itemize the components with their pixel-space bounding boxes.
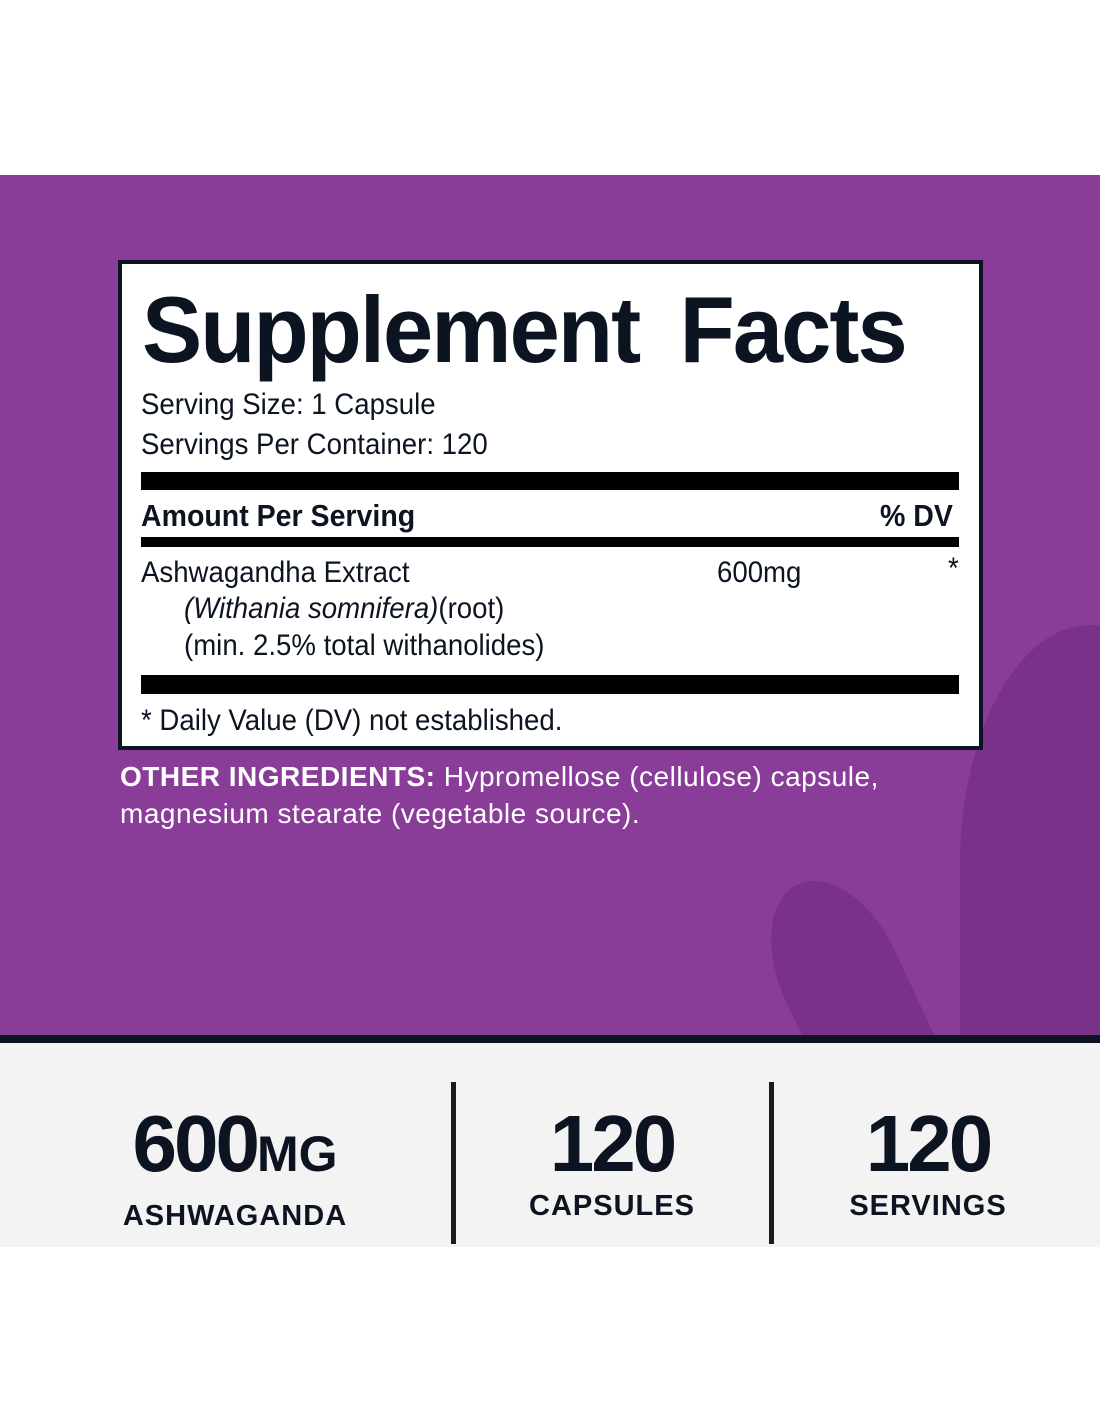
other-ingredients-text: Hypromellose (cellulose) capsule, magnes… (120, 761, 879, 829)
supplement-facts-panel: Supplement Facts Serving Size: 1 Capsule… (118, 260, 983, 750)
footnote: * Daily Value (DV) not established. (141, 704, 563, 737)
servings-per-container: Servings Per Container: 120 (141, 428, 488, 461)
stat-divider (769, 1082, 774, 1244)
other-ingredients-label: OTHER INGREDIENTS: (120, 761, 436, 792)
stat-label: CAPSULES (529, 1190, 695, 1222)
facts-title: Supplement Facts (142, 277, 908, 382)
ingredient-latin: (Withania somnifera) (184, 592, 439, 625)
stat-value: 120 (549, 1099, 677, 1188)
leaf-silhouette (743, 859, 937, 1035)
divider-line (0, 1035, 1100, 1043)
ingredient-dv: * (948, 552, 959, 585)
ingredient-name: Ashwagandha Extract (141, 556, 410, 589)
serving-size: Serving Size: 1 Capsule (141, 388, 436, 421)
thick-rule (141, 675, 959, 694)
ingredient-part: (root) (438, 592, 505, 625)
thick-rule (141, 472, 959, 490)
stat-unit: MG (256, 1126, 338, 1182)
stat-label: SERVINGS (849, 1190, 1007, 1222)
ingredient-latin-line: (Withania somnifera)(root) (184, 592, 504, 626)
stat-capsules: 120 CAPSULES (462, 1100, 762, 1223)
other-ingredients: OTHER INGREDIENTS: Hypromellose (cellulo… (120, 758, 920, 832)
stats-band (0, 1043, 1100, 1247)
stat-dose: 600MG ASHWAGANDA (85, 1100, 385, 1233)
amount-per-serving-header: Amount Per Serving (141, 498, 416, 533)
stat-label: ASHWAGANDA (122, 1200, 348, 1232)
stat-divider (451, 1082, 456, 1244)
medium-rule (141, 537, 959, 547)
stat-value: 120 (865, 1099, 993, 1188)
ingredient-standard: (min. 2.5% total withanolides) (184, 629, 545, 662)
dv-header: % DV (880, 498, 953, 533)
stat-servings: 120 SERVINGS (778, 1100, 1078, 1223)
stat-value: 600 (132, 1099, 259, 1188)
ingredient-amount: 600mg (717, 556, 802, 589)
